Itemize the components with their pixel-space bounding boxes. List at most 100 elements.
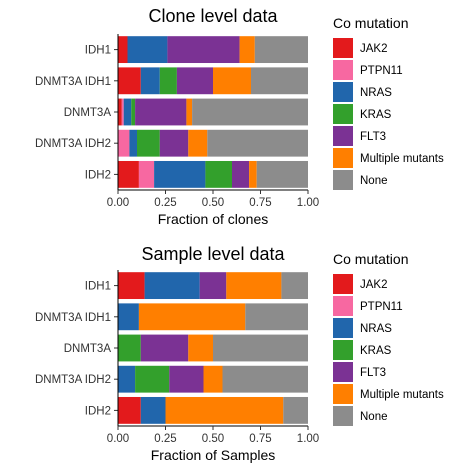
bar-segment xyxy=(135,365,170,393)
legend-key xyxy=(333,362,353,382)
x-tick-label: 0.00 xyxy=(107,433,129,445)
bar-segment xyxy=(131,98,136,126)
legend-label: None xyxy=(360,175,388,187)
bar-segment xyxy=(188,334,213,362)
y-tick-label: IDH2 xyxy=(85,169,111,181)
legend-label: JAK2 xyxy=(360,43,388,55)
bar-segment xyxy=(283,396,308,424)
bar-segment xyxy=(254,36,308,64)
legend-key xyxy=(333,170,353,190)
bar-segment xyxy=(251,67,308,95)
bar-segment xyxy=(186,98,193,126)
bar-segment xyxy=(213,334,308,362)
bar-segment xyxy=(165,396,284,424)
x-axis-label: Fraction of clones xyxy=(158,211,269,227)
bar-segment xyxy=(281,272,308,300)
legend-key xyxy=(333,60,353,80)
legend-label: NRAS xyxy=(360,87,392,99)
legend-key xyxy=(333,104,353,124)
bar-segment xyxy=(232,160,250,188)
bar-segment xyxy=(121,98,124,126)
legend-label: KRAS xyxy=(360,345,392,357)
x-tick-label: 0.25 xyxy=(154,433,176,445)
legend-label: KRAS xyxy=(360,109,392,121)
legend-label: FLT3 xyxy=(360,131,386,143)
legend-key xyxy=(333,384,353,404)
bar-segment xyxy=(188,129,208,157)
legend-key xyxy=(333,296,353,316)
y-tick-label: DNMT3A IDH2 xyxy=(35,138,111,150)
x-tick-label: 0.25 xyxy=(154,197,176,209)
bar-segment xyxy=(167,36,240,64)
legend-key xyxy=(333,148,353,168)
x-tick-label: 1.00 xyxy=(297,433,319,445)
bar-segment xyxy=(239,36,255,64)
bar-segment xyxy=(222,365,308,393)
x-tick-label: 0.75 xyxy=(249,433,271,445)
y-tick-label: IDH2 xyxy=(85,405,111,417)
legend-label: JAK2 xyxy=(360,279,388,291)
y-tick-label: IDH1 xyxy=(85,45,111,57)
bar-segment xyxy=(118,365,136,393)
y-tick-label: DNMT3A xyxy=(64,107,112,119)
legend-key xyxy=(333,318,353,338)
y-tick-label: DNMT3A IDH1 xyxy=(35,76,111,88)
bar-segment xyxy=(192,98,308,126)
bar-segment xyxy=(140,396,166,424)
legend-label: Multiple mutants xyxy=(360,389,444,401)
bar-segment xyxy=(135,98,187,126)
chart-title: Clone level data xyxy=(148,6,278,26)
chart-title: Sample level data xyxy=(141,244,285,264)
bar-segment xyxy=(118,272,145,300)
legend-label: Multiple mutants xyxy=(360,153,444,165)
legend-title: Co mutation xyxy=(333,251,408,267)
bar-segment xyxy=(207,129,308,157)
x-tick-label: 0.50 xyxy=(202,433,224,445)
bar-segment xyxy=(138,303,246,331)
legend-key xyxy=(333,406,353,426)
bar-segment xyxy=(203,365,223,393)
bar-segment xyxy=(256,160,308,188)
bar-segment xyxy=(140,334,189,362)
bar-segment xyxy=(118,67,141,95)
legend-title: Co mutation xyxy=(333,15,408,31)
y-tick-label: DNMT3A xyxy=(64,343,112,355)
bar-segment xyxy=(137,129,160,157)
bar-segment xyxy=(176,67,213,95)
bar-segment xyxy=(226,272,282,300)
bar-segment xyxy=(118,36,128,64)
y-tick-label: DNMT3A IDH1 xyxy=(35,312,111,324)
bar-segment xyxy=(249,160,257,188)
bar-segment xyxy=(129,129,137,157)
bar-segment xyxy=(138,160,155,188)
bar-segment xyxy=(118,98,122,126)
x-tick-label: 0.00 xyxy=(107,197,129,209)
legend-key xyxy=(333,82,353,102)
sample-level-panel: Sample level data IDH1 DNMT3A IDH1 DNMT3A DN… xyxy=(35,244,444,463)
bar-segment xyxy=(245,303,308,331)
legend-key xyxy=(333,126,353,146)
bar-segment xyxy=(140,67,160,95)
bar-segment xyxy=(169,365,204,393)
x-tick-label: 1.00 xyxy=(297,197,319,209)
bar-segment xyxy=(118,334,141,362)
x-tick-label: 0.75 xyxy=(249,197,271,209)
bar-segment xyxy=(159,129,189,157)
bar-segment xyxy=(118,396,141,424)
bar-segment xyxy=(154,160,206,188)
bar-segment xyxy=(118,303,139,331)
bar-segment xyxy=(127,36,168,64)
bar-segment xyxy=(159,67,177,95)
legend-label: NRAS xyxy=(360,323,392,335)
bar-segment xyxy=(118,160,139,188)
legend-key xyxy=(333,340,353,360)
bar-segment xyxy=(199,272,227,300)
legend-key xyxy=(333,274,353,294)
bar-segment xyxy=(144,272,200,300)
clone-level-panel: Clone level data IDH1 DNMT3A IDH1 DNMT3A DNM… xyxy=(35,6,444,227)
legend-label: PTPN11 xyxy=(360,65,403,77)
x-tick-label: 0.50 xyxy=(202,197,224,209)
x-axis-label: Fraction of Samples xyxy=(151,447,276,463)
y-tick-label: IDH1 xyxy=(85,281,111,293)
